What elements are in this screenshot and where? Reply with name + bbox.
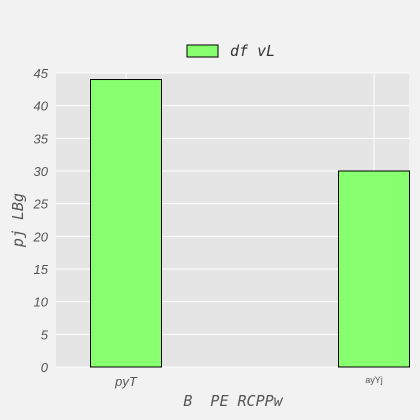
- legend-label: df vL: [230, 42, 275, 60]
- y-tick-label: 35: [34, 131, 49, 146]
- y-tick-label: 30: [34, 164, 49, 179]
- y-tick-label: 20: [33, 229, 49, 244]
- bar-pyT: [90, 79, 162, 368]
- x-tick-label: pyT: [114, 374, 138, 389]
- y-tick-label: 10: [34, 295, 49, 310]
- y-tick-label: 45: [34, 66, 49, 81]
- x-axis-label: B PE RCPPw: [183, 392, 283, 410]
- x-tick-label: ayYj: [365, 375, 383, 385]
- legend: df vL: [186, 42, 275, 60]
- y-tick-label: 15: [34, 262, 49, 277]
- x-tick-labels: pyT ayYj: [114, 374, 383, 389]
- y-axis-label: pj LBg: [9, 193, 27, 248]
- y-tick-label: 0: [41, 360, 49, 375]
- y-tick-label: 40: [34, 99, 49, 114]
- legend-swatch: [186, 44, 219, 58]
- y-tick-labels: 0 5 10 15 20 25 30 35 40 45: [33, 66, 49, 375]
- bar-ayYj: [338, 170, 410, 368]
- bars: [90, 79, 410, 368]
- y-tick-label: 5: [41, 327, 49, 342]
- y-tick-label: 25: [33, 197, 49, 212]
